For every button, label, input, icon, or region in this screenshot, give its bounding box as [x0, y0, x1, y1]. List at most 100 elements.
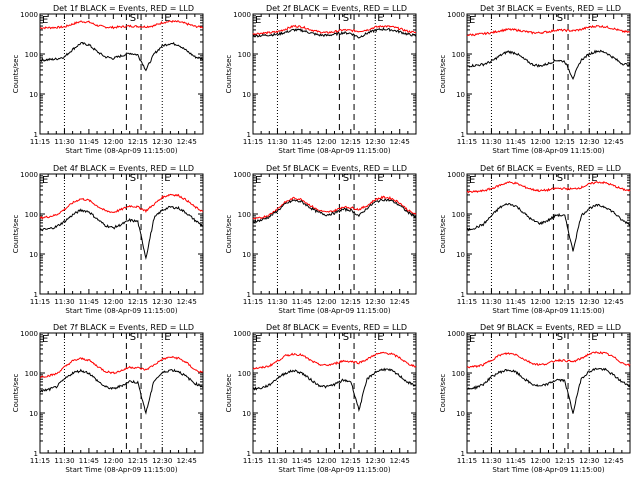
y-tick-label: 1000: [20, 11, 38, 19]
e-marker-left: E: [255, 175, 261, 186]
panel-6: Det 6f BLACK = Events, RED = LLD 1 10 100 10…: [439, 164, 631, 315]
x-tick-label: 11:15: [457, 298, 477, 306]
panel-title: Det 7f BLACK = Events, RED = LLD: [53, 323, 194, 332]
e-marker-right: E: [164, 332, 170, 343]
x-tick-label: 11:30: [54, 457, 74, 465]
panel-title: Det 8f BLACK = Events, RED = LLD: [266, 323, 407, 332]
x-tick-label: 11:45: [79, 457, 99, 465]
x-tick-label: 11:15: [30, 138, 50, 146]
x-tick-label: 11:30: [54, 138, 74, 146]
events-series-line: [466, 49, 631, 81]
x-tick-label: 12:15: [555, 457, 575, 465]
y-tick-label: 10: [242, 251, 251, 259]
x-tick-label: 12:45: [177, 138, 197, 146]
x-tick-label: 12:45: [390, 457, 410, 465]
y-axis-label: Counts/sec: [439, 55, 447, 94]
x-axis-label: Start Time (08-Apr-09 11:15:00): [278, 147, 390, 155]
panel-7: Det 7f BLACK = Events, RED = LLD 1 10 100 10…: [12, 323, 204, 474]
x-tick-label: 12:30: [152, 457, 172, 465]
e-marker-left: E: [469, 334, 475, 345]
s-marker: S: [557, 332, 563, 343]
panel-4: Det 4f BLACK = Events, RED = LLD 1 10 100 10…: [12, 164, 204, 315]
y-tick-label: 1000: [447, 171, 465, 179]
panel-2: Det 2f BLACK = Events, RED = LLD 1 10 100 10…: [225, 4, 417, 155]
events-series-line: [252, 367, 417, 413]
e-marker-left: E: [42, 334, 48, 345]
y-tick-label: 100: [238, 370, 251, 378]
x-tick-label: 12:15: [341, 457, 361, 465]
x-tick-label: 12:00: [103, 457, 123, 465]
x-tick-label: 11:45: [79, 298, 99, 306]
events-series-line: [466, 202, 631, 252]
panel-title: Det 2f BLACK = Events, RED = LLD: [266, 4, 407, 13]
e-marker-right: E: [591, 13, 597, 24]
y-axis-label: Counts/sec: [225, 55, 233, 94]
panel-title: Det 4f BLACK = Events, RED = LLD: [53, 164, 194, 173]
y-tick-label: 1: [34, 450, 38, 458]
y-axis-label: Counts/sec: [439, 374, 447, 413]
x-tick-label: 12:00: [530, 457, 550, 465]
e-marker-right: E: [377, 332, 383, 343]
y-tick-label: 10: [29, 91, 38, 99]
e-marker-left: E: [469, 15, 475, 26]
y-tick-label: 100: [452, 51, 465, 59]
x-axis-label: Start Time (08-Apr-09 11:15:00): [65, 466, 177, 474]
x-tick-label: 12:00: [103, 138, 123, 146]
panel-1: Det 1f BLACK = Events, RED = LLD 1 10 100 10…: [12, 4, 204, 155]
x-tick-label: 12:00: [316, 298, 336, 306]
y-tick-label: 10: [456, 251, 465, 259]
events-series-line: [252, 198, 417, 223]
y-tick-label: 100: [238, 211, 251, 219]
x-tick-label: 12:45: [390, 298, 410, 306]
x-tick-label: 11:30: [481, 138, 501, 146]
e-marker-left: E: [42, 175, 48, 186]
y-tick-label: 1000: [20, 330, 38, 338]
panel-5: Det 5f BLACK = Events, RED = LLD 1 10 100 10…: [225, 164, 417, 315]
y-tick-label: 100: [25, 211, 38, 219]
x-tick-label: 11:45: [506, 457, 526, 465]
x-tick-label: 11:45: [506, 298, 526, 306]
lld-series-line: [252, 351, 417, 370]
panel-title: Det 1f BLACK = Events, RED = LLD: [53, 4, 194, 13]
y-tick-label: 1: [461, 450, 465, 458]
y-tick-label: 1: [247, 450, 251, 458]
x-tick-label: 12:45: [604, 298, 624, 306]
y-tick-label: 1000: [233, 171, 251, 179]
x-axis-label: Start Time (08-Apr-09 11:15:00): [278, 307, 390, 315]
x-tick-label: 12:30: [579, 298, 599, 306]
y-tick-label: 1000: [233, 11, 251, 19]
y-axis-label: Counts/sec: [225, 215, 233, 254]
panel-3: Det 3f BLACK = Events, RED = LLD 1 10 100 10…: [439, 4, 631, 155]
x-axis-label: Start Time (08-Apr-09 11:15:00): [278, 466, 390, 474]
e-marker-right: E: [591, 332, 597, 343]
panel-title: Det 3f BLACK = Events, RED = LLD: [480, 4, 621, 13]
x-tick-label: 11:15: [30, 298, 50, 306]
y-axis-label: Counts/sec: [12, 374, 20, 413]
x-tick-label: 12:30: [152, 138, 172, 146]
s-marker: S: [343, 332, 349, 343]
y-tick-label: 1000: [447, 330, 465, 338]
y-axis-label: Counts/sec: [225, 374, 233, 413]
y-tick-label: 1000: [447, 11, 465, 19]
x-tick-label: 12:45: [177, 298, 197, 306]
x-tick-label: 11:45: [506, 138, 526, 146]
x-tick-label: 11:15: [457, 138, 477, 146]
x-tick-label: 12:30: [152, 298, 172, 306]
s-marker: S: [343, 13, 349, 24]
panel-9: Det 9f BLACK = Events, RED = LLD 1 10 100 10…: [439, 323, 631, 474]
lld-series-line: [466, 180, 631, 194]
s-marker: S: [557, 173, 563, 184]
e-marker-left: E: [469, 175, 475, 186]
x-tick-label: 11:45: [79, 138, 99, 146]
x-tick-label: 12:45: [604, 457, 624, 465]
x-tick-label: 11:30: [267, 298, 287, 306]
y-axis-label: Counts/sec: [12, 215, 20, 254]
y-tick-label: 10: [242, 91, 251, 99]
s-marker: S: [343, 173, 349, 184]
y-tick-label: 1: [461, 291, 465, 299]
y-tick-label: 1: [461, 131, 465, 139]
x-tick-label: 12:15: [555, 298, 575, 306]
x-tick-label: 12:30: [365, 298, 385, 306]
lld-series-line: [252, 24, 417, 36]
events-series-line: [39, 41, 204, 72]
